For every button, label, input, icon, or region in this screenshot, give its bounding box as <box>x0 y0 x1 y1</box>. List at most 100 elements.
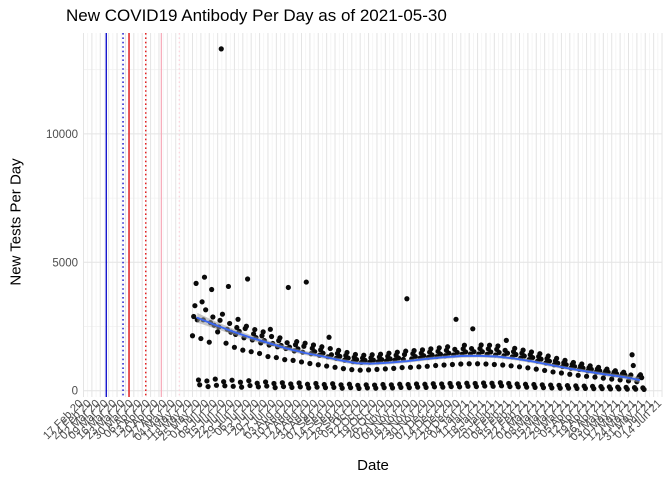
data-point <box>246 378 252 384</box>
data-point <box>369 352 375 358</box>
data-point <box>448 383 454 390</box>
data-point <box>327 345 333 352</box>
data-point <box>530 354 536 361</box>
data-point <box>574 385 580 391</box>
data-point <box>591 386 597 392</box>
data-point <box>381 385 387 391</box>
data-point <box>441 362 447 368</box>
data-point <box>332 364 338 370</box>
data-point <box>212 376 218 382</box>
data-point <box>352 351 358 358</box>
data-point <box>192 303 198 309</box>
chart-title: New COVID19 Antibody Per Day as of 2021-… <box>66 6 447 25</box>
data-point <box>429 352 435 358</box>
data-point <box>326 334 332 340</box>
data-point <box>533 366 539 372</box>
data-point <box>486 342 493 348</box>
data-point <box>319 344 325 350</box>
data-point <box>191 313 197 320</box>
data-point <box>302 340 308 346</box>
data-point <box>303 279 309 285</box>
data-point <box>521 353 527 359</box>
data-point <box>498 383 505 389</box>
data-point <box>234 324 240 331</box>
data-point <box>404 296 410 302</box>
data-point <box>239 384 245 390</box>
data-point <box>306 385 312 391</box>
data-point <box>524 384 530 390</box>
data-point <box>310 342 317 348</box>
data-point <box>361 352 367 358</box>
data-point <box>225 283 232 290</box>
data-point <box>482 383 488 389</box>
data-point <box>345 355 351 361</box>
data-point <box>197 382 203 388</box>
data-point <box>403 348 409 354</box>
data-point <box>630 362 636 369</box>
data-point <box>599 386 605 392</box>
smooth-line <box>196 316 641 381</box>
data-point <box>297 384 303 390</box>
data-point <box>353 357 360 363</box>
data-point <box>222 383 228 389</box>
data-point <box>324 363 330 369</box>
data-point <box>461 342 467 348</box>
data-point <box>416 364 422 370</box>
data-point <box>265 353 271 360</box>
data-point <box>209 286 215 293</box>
data-point <box>575 372 581 378</box>
data-point <box>500 362 506 368</box>
data-point <box>504 350 511 356</box>
data-point <box>437 351 444 357</box>
x-axis-title: Date <box>357 457 389 474</box>
data-point <box>488 349 494 355</box>
data-point <box>199 299 205 305</box>
data-point <box>244 276 251 282</box>
data-point <box>315 362 321 368</box>
data-point <box>496 349 502 356</box>
data-point <box>294 339 300 345</box>
data-point <box>268 333 275 340</box>
data-point <box>609 376 615 382</box>
data-point <box>307 360 313 367</box>
data-point <box>391 365 397 371</box>
data-point <box>210 314 216 320</box>
data-point <box>213 382 220 388</box>
data-point <box>507 383 513 390</box>
data-point <box>466 361 472 367</box>
data-point <box>641 386 647 393</box>
data-point <box>356 385 362 391</box>
data-point <box>280 383 287 390</box>
data-point <box>260 329 266 335</box>
data-point <box>557 385 563 391</box>
data-point <box>322 385 329 391</box>
data-point <box>457 384 463 390</box>
data-point <box>570 359 576 366</box>
data-point <box>284 340 290 346</box>
data-point <box>339 385 345 391</box>
data-point <box>600 375 606 381</box>
data-point <box>336 347 342 353</box>
data-point <box>629 352 635 358</box>
data-point <box>540 385 547 391</box>
data-point <box>407 364 414 370</box>
data-point <box>362 357 368 363</box>
data-point <box>379 357 385 363</box>
data-point <box>273 354 279 361</box>
data-point <box>205 383 211 390</box>
data-point <box>542 367 548 374</box>
data-point <box>344 349 350 356</box>
data-point <box>237 379 244 385</box>
data-point <box>582 385 588 391</box>
data-point <box>394 349 400 355</box>
data-point <box>206 339 212 345</box>
data-point <box>399 364 405 371</box>
data-point <box>545 353 551 359</box>
data-point <box>255 384 261 390</box>
data-point <box>624 386 630 392</box>
data-point <box>365 367 372 373</box>
data-point <box>340 366 347 372</box>
data-point <box>483 361 489 367</box>
data-point <box>446 350 452 356</box>
